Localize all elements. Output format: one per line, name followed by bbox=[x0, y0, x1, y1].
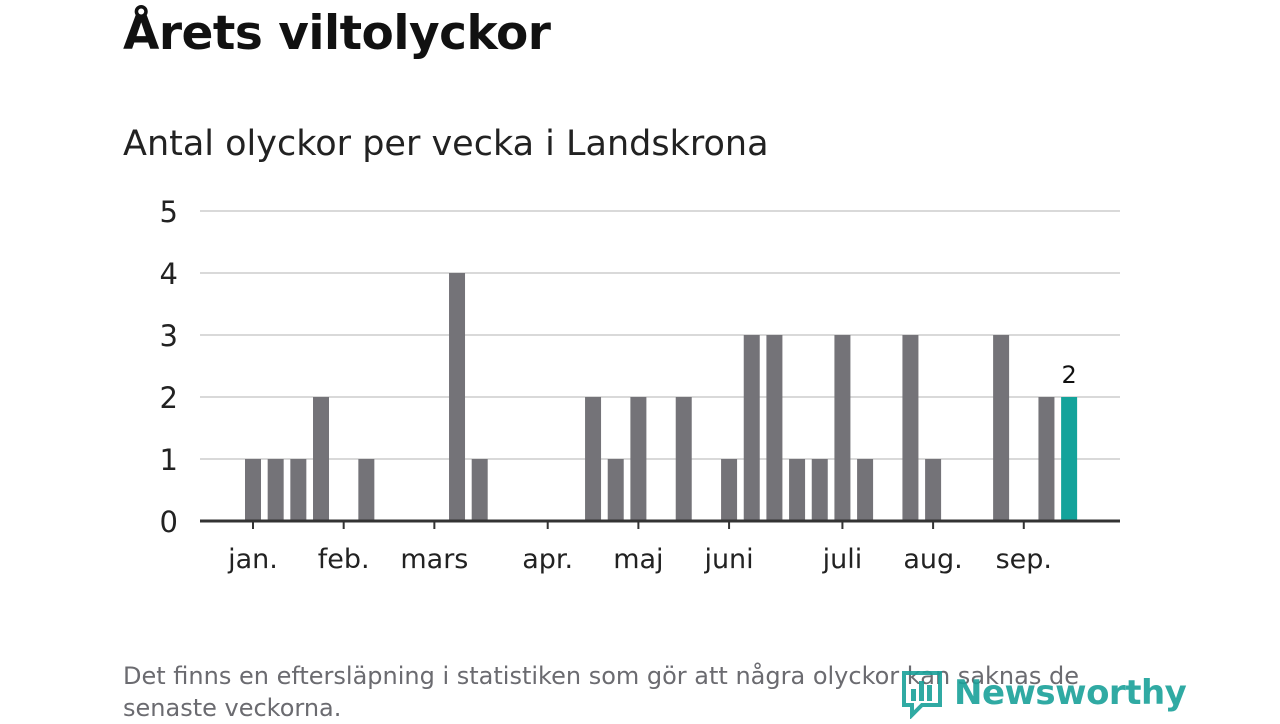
logo-text: Newsworthy bbox=[954, 673, 1187, 713]
bar bbox=[811, 459, 828, 521]
newsworthy-logo: Newsworthy bbox=[900, 666, 1187, 720]
bar bbox=[721, 459, 738, 521]
x-tick-label: mars bbox=[400, 544, 468, 575]
newsworthy-logo-icon bbox=[902, 671, 942, 719]
bar bbox=[290, 459, 307, 521]
chart-title: Årets viltolyckor bbox=[123, 6, 551, 61]
bar bbox=[902, 335, 919, 521]
data-label: 2 bbox=[1061, 361, 1076, 389]
bar bbox=[449, 273, 466, 521]
x-tick-label: apr. bbox=[522, 544, 573, 575]
bar bbox=[471, 459, 488, 521]
bar bbox=[630, 397, 647, 521]
bar bbox=[267, 459, 284, 521]
bar bbox=[313, 397, 330, 521]
y-tick-label: 1 bbox=[160, 443, 178, 477]
y-tick-label: 5 bbox=[160, 195, 178, 229]
bar bbox=[925, 459, 942, 521]
bar bbox=[789, 459, 806, 521]
x-tick-label: juni bbox=[703, 544, 753, 575]
x-tick-label: jan. bbox=[227, 544, 278, 575]
bar bbox=[766, 335, 783, 521]
bar bbox=[585, 397, 602, 521]
y-tick-label: 3 bbox=[160, 319, 178, 353]
bar bbox=[358, 459, 375, 521]
bar bbox=[993, 335, 1010, 521]
y-tick-label: 0 bbox=[160, 505, 178, 539]
bar bbox=[245, 459, 261, 521]
bar bbox=[743, 335, 760, 521]
bar bbox=[857, 459, 874, 521]
highlighted-bar bbox=[1061, 397, 1078, 521]
bar bbox=[1038, 397, 1055, 521]
bar bbox=[834, 335, 851, 521]
bar bbox=[607, 459, 624, 521]
x-tick-label: aug. bbox=[903, 544, 962, 575]
x-tick-label: juli bbox=[822, 544, 863, 575]
x-tick-label: feb. bbox=[318, 544, 370, 575]
bar bbox=[675, 397, 692, 521]
y-tick-label: 2 bbox=[160, 381, 178, 415]
chart-subtitle: Antal olyckor per vecka i Landskrona bbox=[123, 124, 769, 164]
x-tick-label: maj bbox=[613, 544, 663, 575]
y-tick-label: 4 bbox=[160, 257, 178, 291]
x-tick-label: sep. bbox=[996, 544, 1052, 575]
bar-chart: 0 1 2 3 4 5 2 jan. feb. mars apr. maj juni juli aug. se… bbox=[160, 195, 1120, 575]
